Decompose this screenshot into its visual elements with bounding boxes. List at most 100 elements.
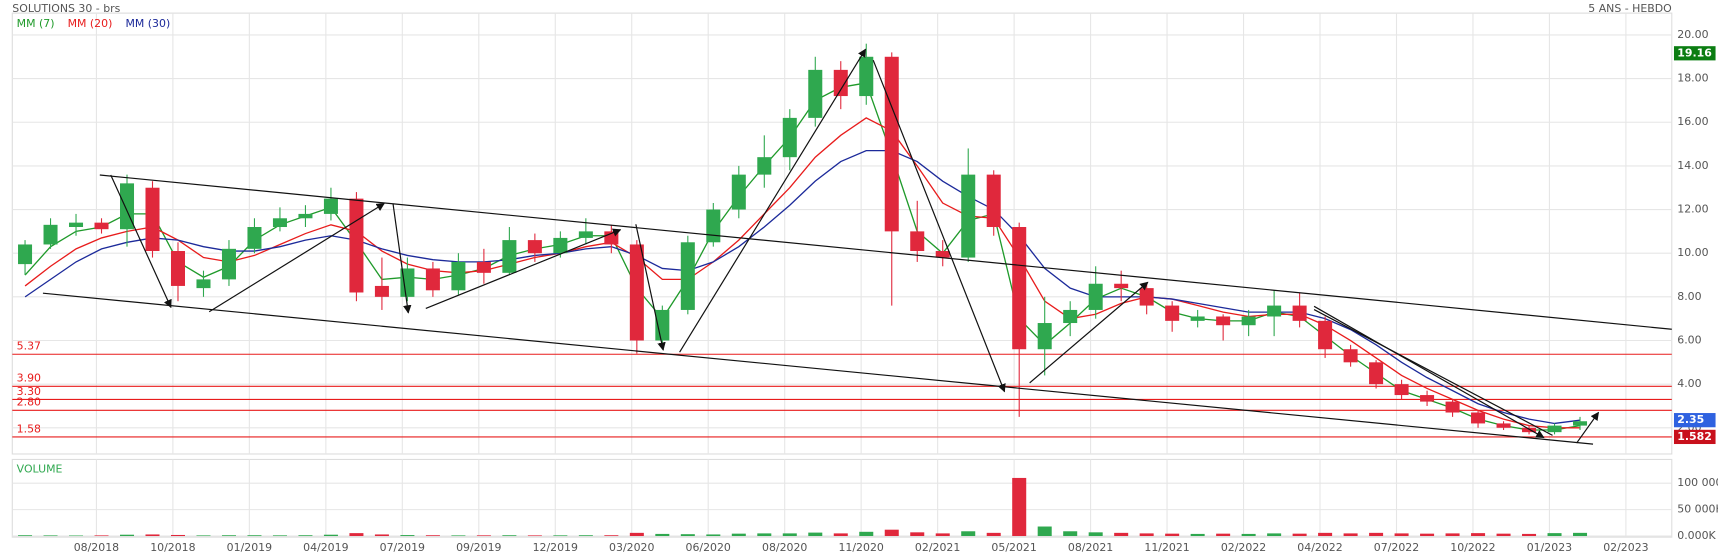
trend-arrow (1029, 281, 1149, 384)
candle-body (1165, 305, 1180, 321)
candle-body (1343, 349, 1358, 363)
volume-bar (1241, 533, 1256, 537)
volume-bar (859, 531, 874, 537)
candle-body (1471, 412, 1486, 424)
candle-body (1420, 395, 1435, 402)
volume-bar (1343, 533, 1358, 537)
candle-body (298, 213, 313, 219)
candle-body (374, 285, 389, 297)
candle-body (476, 261, 491, 273)
candle-body (1114, 283, 1129, 289)
candle-body (808, 69, 823, 118)
labels: SOLUTIONS 30 - brs 5 ANS - HEBDO VOLUME … (12, 2, 1718, 554)
candle-body (451, 261, 466, 291)
volume-bar (1216, 533, 1231, 537)
y-tick-label: 10.00 (1677, 246, 1708, 259)
price-panel (11, 12, 1673, 455)
candle-body (400, 268, 415, 297)
trend-arrow (208, 202, 385, 313)
trend-arrow (1576, 411, 1599, 444)
candle-body (170, 251, 186, 286)
trend-arrow (425, 228, 622, 310)
candle-body (1292, 305, 1307, 321)
candles (18, 43, 1588, 435)
candle-body (69, 222, 84, 228)
candle-body (502, 240, 517, 273)
volume-bar (1369, 532, 1384, 537)
candle-body (323, 198, 338, 214)
y-tick-label: 4.00 (1677, 377, 1701, 390)
candle-body (247, 227, 262, 249)
candle-body (145, 187, 160, 252)
chart-title: SOLUTIONS 30 - brs (12, 2, 120, 15)
candle-body (833, 69, 848, 97)
candle-body (1088, 283, 1103, 310)
candle-body (1216, 316, 1231, 326)
x-tick-label: 10/2022 (1450, 541, 1495, 554)
y-tick-label: 6.00 (1677, 333, 1701, 346)
x-tick-label: 07/2019 (380, 541, 425, 554)
volume-tick-label: 0.000K (1677, 529, 1716, 542)
moving-average-line (24, 82, 1581, 431)
volume-bar (298, 535, 313, 537)
volume-bar (1165, 533, 1180, 537)
x-tick-label: 02/2023 (1603, 541, 1648, 554)
volume-bar (527, 535, 542, 537)
candle-body (196, 279, 211, 289)
legend-entry: MM (7) (17, 17, 55, 30)
trend-line (1313, 309, 1553, 436)
y-tick-label: 8.00 (1677, 290, 1701, 303)
trend-arrow (679, 48, 867, 353)
volume-bar (1267, 533, 1282, 537)
candle-body (910, 231, 925, 252)
level-label: 1.58 (17, 422, 41, 435)
volume-bar (629, 532, 644, 537)
volume-bar (374, 534, 389, 537)
volume-bar (1547, 533, 1562, 537)
moving-average-line (24, 117, 1581, 429)
candle-body (1241, 316, 1256, 326)
volume-bar (502, 535, 517, 537)
volume-tick-label: 50 000K (1677, 503, 1718, 516)
candle-body (757, 157, 772, 175)
volume-bar (910, 532, 925, 537)
candle-body (18, 244, 33, 265)
trend-lines (42, 48, 1672, 445)
candle-body (1394, 384, 1409, 396)
trend-arrow (872, 59, 1006, 393)
volume-bar (1573, 532, 1588, 537)
candle-body (1573, 421, 1588, 426)
volume-bar (1522, 533, 1537, 537)
volume-bar (553, 535, 568, 537)
volume-bar (1471, 533, 1486, 537)
legend-entry: MM (20) (68, 17, 113, 30)
volume-bar (578, 535, 593, 537)
volume-bar (221, 535, 236, 537)
candle-body (1445, 401, 1460, 413)
volume-bar (1496, 533, 1511, 537)
x-tick-label: 02/2022 (1221, 541, 1266, 554)
x-tick-label: 03/2020 (609, 541, 654, 554)
volume-bar (1063, 531, 1078, 537)
price-badge-label: 19.16 (1677, 46, 1712, 59)
volume-bar (655, 533, 670, 537)
legend-entry: MM (30) (125, 17, 170, 30)
candle-body (425, 268, 440, 291)
price-badge (1673, 429, 1716, 445)
volume-bar (170, 534, 186, 537)
candle-body (1190, 316, 1205, 321)
volume-bar (986, 532, 1001, 537)
candle-body (1318, 320, 1333, 350)
candle-body (221, 248, 236, 280)
candle-body (961, 174, 976, 258)
volume-bar (808, 532, 823, 537)
chart-subtitle: 5 ANS - HEBDO (1588, 2, 1672, 15)
y-tick-label: 18.00 (1677, 72, 1708, 85)
volume-bar (145, 534, 160, 537)
volume-bar (1445, 533, 1460, 537)
candle-body (884, 56, 899, 232)
volume-bar (476, 535, 491, 537)
candle-body (655, 309, 670, 341)
y-tick-label: 20.00 (1677, 28, 1708, 41)
